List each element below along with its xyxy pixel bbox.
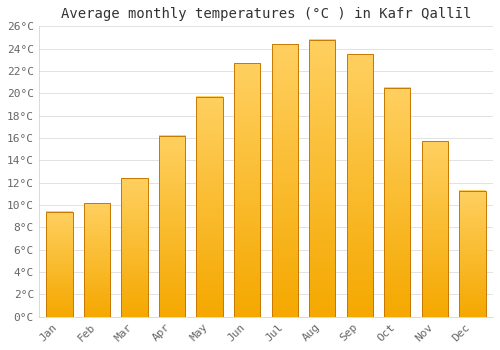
Bar xyxy=(122,178,148,317)
Bar xyxy=(309,40,336,317)
Bar xyxy=(384,88,410,317)
Title: Average monthly temperatures (°C ) in Kafr Qallīl: Average monthly temperatures (°C ) in Ka… xyxy=(60,7,471,21)
Bar xyxy=(460,190,485,317)
Bar xyxy=(272,44,298,317)
Bar xyxy=(159,136,185,317)
Bar xyxy=(422,141,448,317)
Bar xyxy=(84,203,110,317)
Bar xyxy=(346,54,373,317)
Bar xyxy=(196,97,223,317)
Bar xyxy=(46,212,72,317)
Bar xyxy=(234,63,260,317)
